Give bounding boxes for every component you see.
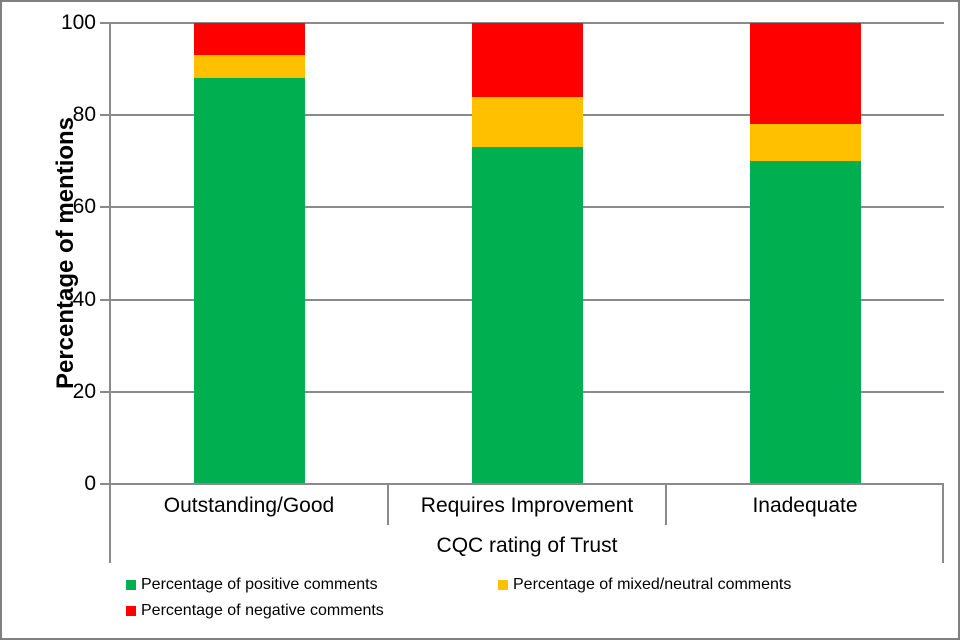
legend-swatch-icon — [126, 579, 136, 590]
bar-segment-2-#FFC000 — [471, 96, 583, 148]
bar-segment-3-#00B050 — [749, 161, 861, 484]
y-axis-title: Percentage of mentions — [52, 116, 79, 390]
category-separator-1 — [387, 484, 389, 525]
bar-segment-1-#FF0000 — [193, 23, 305, 56]
legend: Percentage of positive comments Percentag… — [126, 575, 886, 620]
y-tick-40 — [100, 298, 111, 301]
bar-segment-2-#00B050 — [471, 147, 583, 484]
legend-swatch-icon — [498, 579, 508, 590]
legend-label: Percentage of positive comments — [141, 576, 378, 593]
category-label-1: Outstanding/Good — [163, 494, 335, 517]
category-label-3: Inadequate — [752, 494, 858, 517]
bar-segment-1-#FFC000 — [193, 55, 305, 79]
y-tick-label-40: 40 — [72, 287, 96, 311]
y-tick-0 — [100, 483, 111, 485]
y-tick-label-0: 0 — [84, 472, 96, 495]
bar-segment-1-#00B050 — [193, 78, 305, 484]
legend-item: Percentage of negative comments — [126, 601, 498, 620]
bar-segment-3-#FFC000 — [749, 124, 861, 162]
category-label-2: Requires Improvement — [420, 494, 634, 517]
bar-segment-3-#FF0000 — [749, 23, 861, 125]
legend-item: Percentage of positive comments — [126, 575, 498, 594]
x-axis-title: CQC rating of Trust — [436, 534, 618, 557]
legend-label: Percentage of negative comments — [141, 602, 384, 619]
y-tick-label-20: 20 — [72, 379, 96, 403]
category-separator-2 — [665, 484, 667, 525]
legend-label: Percentage of mixed/neutral comments — [513, 576, 792, 593]
x-axis-line — [110, 483, 944, 485]
plot-area — [110, 22, 944, 485]
y-tick-label-80: 80 — [72, 103, 96, 127]
y-tick-60 — [100, 206, 111, 209]
y-axis-line — [109, 23, 111, 563]
y-tick-100 — [100, 22, 111, 24]
bar-segment-2-#FF0000 — [471, 23, 583, 97]
y-tick-label-60: 60 — [72, 195, 96, 219]
y-tick-20 — [100, 390, 111, 393]
legend-swatch-icon — [126, 605, 136, 616]
legend-item: Percentage of mixed/neutral comments — [498, 575, 886, 594]
y-tick-80 — [100, 114, 111, 117]
y-tick-label-100: 100 — [60, 11, 96, 34]
category-axis-right-edge — [942, 484, 944, 563]
